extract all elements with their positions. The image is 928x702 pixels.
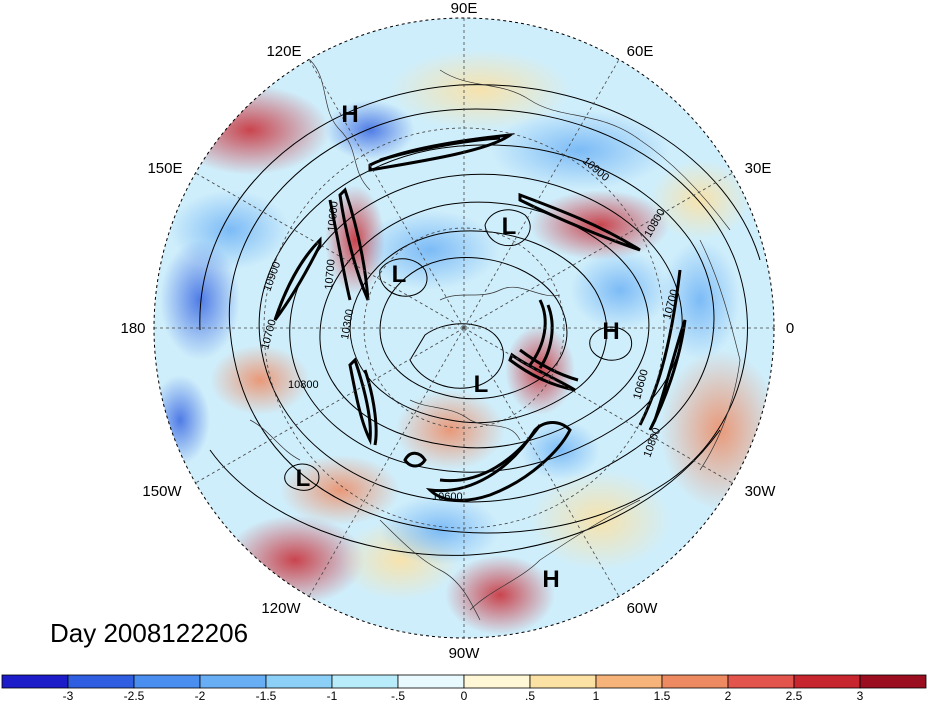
colorbar-tick-label: -1 [327,689,338,702]
colorbar-tick-label: 2.5 [786,689,803,702]
contour-label: 10600 [326,201,341,233]
height-contours [199,84,761,556]
colorbar-tick-label: -2.5 [124,689,145,702]
lon-label-150w: 150W [142,483,182,500]
colorbar-tick-label: -1.5 [256,689,277,702]
low-center-pacific: L [296,465,311,492]
colorbar-tick-label: -3 [63,689,74,702]
lon-label-90w: 90W [449,645,481,662]
lon-label-120e: 120E [266,43,301,60]
colorbar-swatch [1,674,69,689]
contour-label: 10300 [339,308,356,340]
colorbar-tick-label: 1 [593,689,600,702]
map-boundary [153,17,775,639]
colorbar-tick-label: 3 [857,689,864,702]
lon-label-30e: 30E [745,160,772,177]
lon-label-0: 0 [786,320,794,337]
low-center-canada: L [474,371,489,398]
colorbar-swatch [661,674,729,689]
colorbar-swatch [331,674,399,689]
colorbar-tick-label: .5 [525,689,535,702]
colorbar-swatch [595,674,663,689]
contour-label: 10700 [323,259,338,291]
colorbar-swatch [265,674,333,689]
high-center-east-asia: H [341,101,358,128]
colorbar-swatch [463,674,531,689]
plot-title: Day 2008122206 [50,618,249,648]
lon-label-180: 180 [120,320,145,337]
lon-label-30w: 30W [745,483,777,500]
colorbar-tick-label: -2 [195,689,206,702]
low-center-siberia: L [502,213,517,240]
lon-label-60e: 60E [627,43,654,60]
contour-label: 10800 [288,379,319,391]
colorbar: -3 -2.5 -2 -1.5 -1 -.5 0 .5 1 1.5 2 2.5 3 [1,674,927,702]
colorbar-swatch [397,674,465,689]
colorbar-swatch [133,674,201,689]
colorbar-swatch [793,674,861,689]
graticule [154,18,774,638]
low-center-east-siberia: L [392,261,407,288]
high-center-atlantic: H [602,318,619,345]
lon-label-60w: 60W [627,600,659,617]
lon-label-150e: 150E [147,160,182,177]
colorbar-swatch [859,674,927,689]
colorbar-tick-label: -.5 [391,689,405,702]
contour-label: 10600 [432,491,463,503]
jet-contours [273,132,687,502]
coastlines [249,59,741,621]
colorbar-swatch [67,674,135,689]
colorbar-swatch [199,674,267,689]
colorbar-tick-label: 2 [725,689,732,702]
lon-label-90e: 90E [451,0,478,17]
lon-label-120w: 120W [261,600,301,617]
polar-map: 90E 60E 30E 0 30W 60W 90W 120W 150W 180 … [120,0,794,662]
high-center-caribbean: H [542,566,559,593]
colorbar-tick-label: 0 [461,689,468,702]
colorbar-swatch [529,674,597,689]
colorbar-swatch [727,674,795,689]
colorbar-tick-label: 1.5 [654,689,671,702]
